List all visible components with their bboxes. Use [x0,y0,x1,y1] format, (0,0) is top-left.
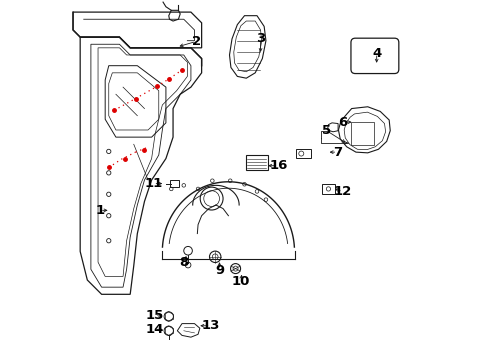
Text: 12: 12 [333,185,351,198]
Text: 2: 2 [191,35,201,48]
Text: 14: 14 [145,323,163,336]
Text: 3: 3 [255,32,264,45]
Text: 15: 15 [145,309,163,321]
Text: 1: 1 [95,204,104,217]
Text: 16: 16 [269,159,287,172]
Text: 4: 4 [371,47,381,60]
Text: 8: 8 [179,256,188,269]
Text: 10: 10 [231,275,249,288]
Text: 13: 13 [201,319,219,332]
Text: 5: 5 [322,124,330,137]
Text: 9: 9 [215,264,224,276]
Text: 11: 11 [144,177,162,190]
Text: 7: 7 [332,146,341,159]
Text: 6: 6 [337,116,346,129]
